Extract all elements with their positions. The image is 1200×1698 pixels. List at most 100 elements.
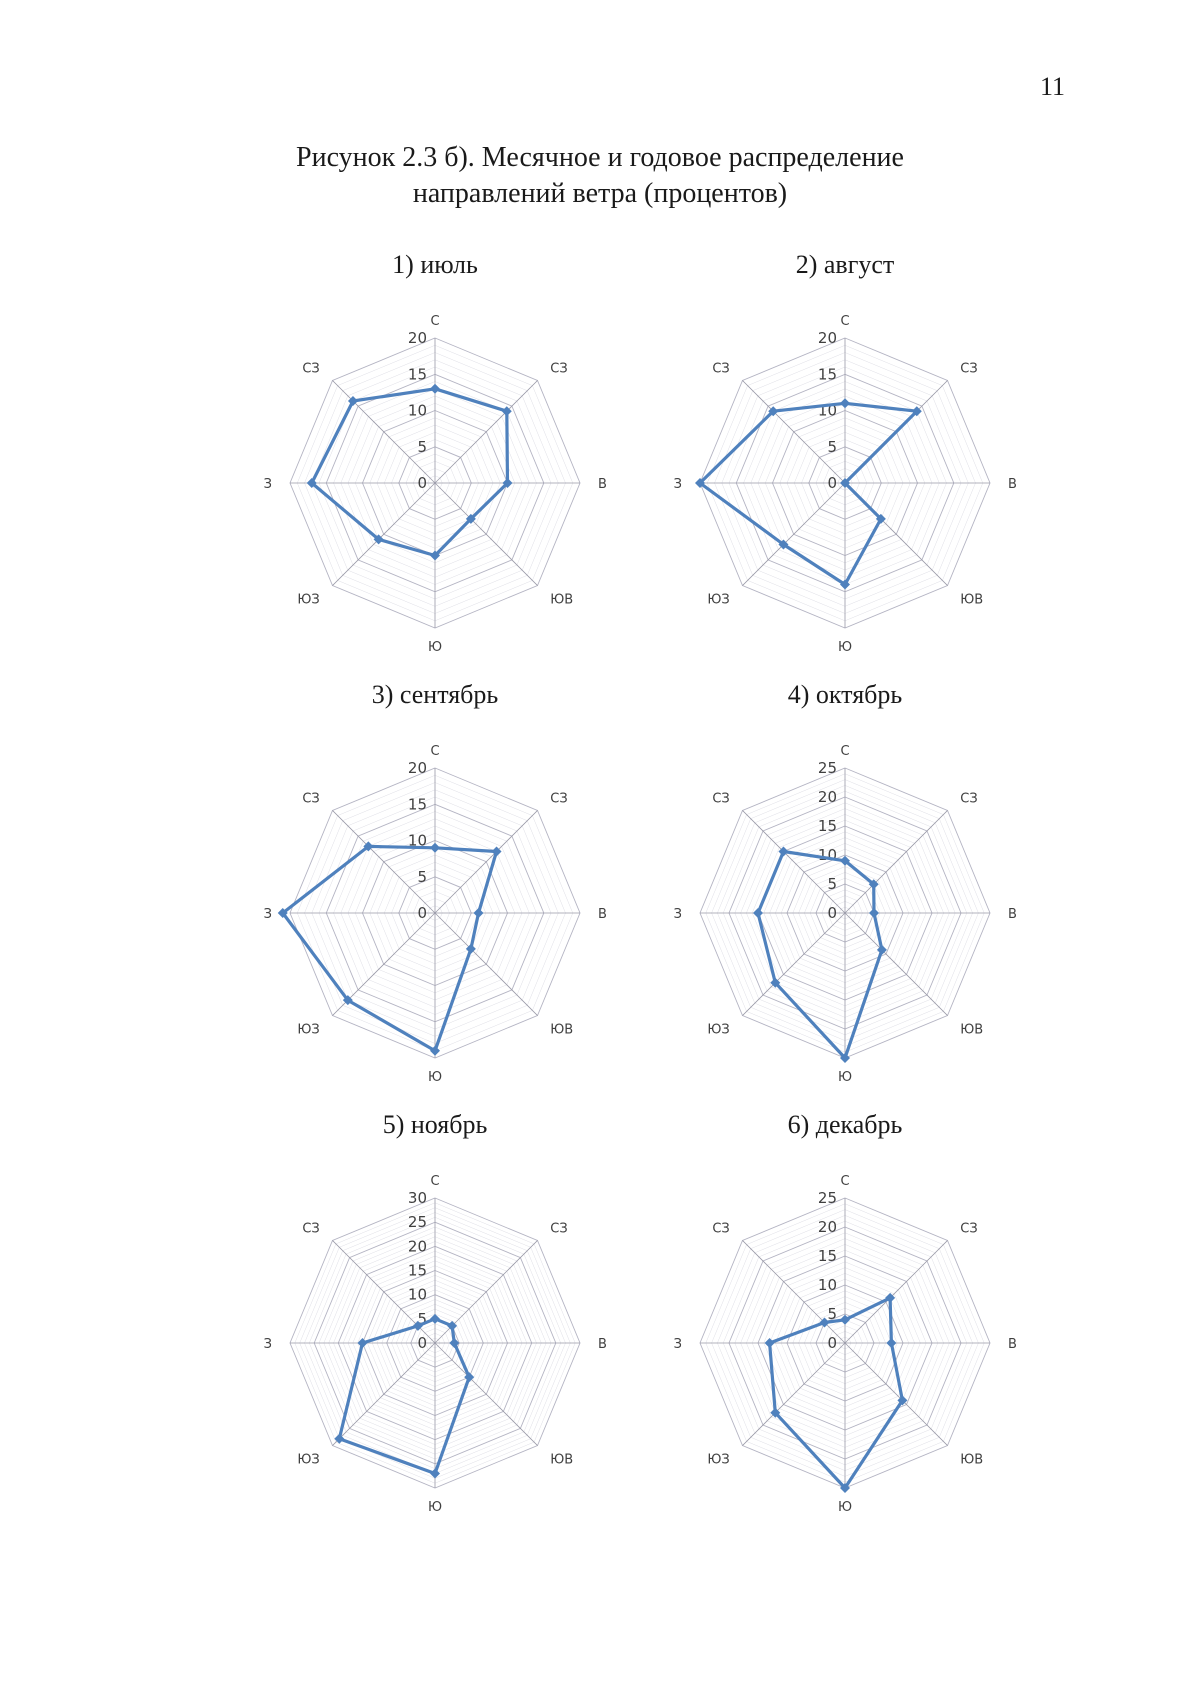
data-point <box>465 513 476 524</box>
data-point <box>886 1338 897 1348</box>
tick-label: 0 <box>827 474 837 492</box>
radar-chart-december: 6) декабрь 0 5 10 15 20 25 С СЗ В ЮВ Ю ЮЗ З СЗ <box>635 1110 1055 1530</box>
radar-spoke <box>742 810 846 914</box>
data-point <box>840 478 850 488</box>
direction-label: В <box>1008 1337 1017 1352</box>
radar-spoke <box>434 1342 538 1446</box>
series-line <box>768 1296 904 1490</box>
direction-label: СЗ <box>712 1222 729 1237</box>
tick-label: 20 <box>408 329 427 347</box>
direction-label: З <box>264 907 272 922</box>
direction-label: ЮЗ <box>297 1022 319 1037</box>
direction-label: ЮЗ <box>707 1022 729 1037</box>
chart-title: 6) декабрь <box>787 1110 903 1139</box>
direction-label: С <box>430 314 439 329</box>
series-line <box>281 844 499 1053</box>
data-point <box>501 406 512 417</box>
radar-spoke <box>844 1342 948 1446</box>
data-point <box>412 1320 423 1331</box>
tick-label: 0 <box>417 474 427 492</box>
data-point <box>306 478 317 488</box>
tick-label: 5 <box>827 438 837 456</box>
tick-label: 20 <box>408 759 427 777</box>
radar-chart-august: 2) август 0 5 10 15 20 С СЗ В ЮВ Ю ЮЗ З СЗ <box>635 250 1055 670</box>
tick-label: 10 <box>408 1286 427 1304</box>
data-point <box>430 1045 440 1056</box>
radar-chart-november: 5) ноябрь 0 5 10 15 20 25 30 С СЗ В ЮВ Ю ЮЗ З СЗ <box>225 1110 645 1530</box>
data-point <box>464 1372 475 1383</box>
data-point <box>819 1317 830 1328</box>
data-point <box>473 908 484 918</box>
radar-spoke <box>844 810 948 914</box>
direction-label: СЗ <box>302 1222 319 1237</box>
data-point <box>897 1395 908 1406</box>
caption-line-1: Рисунок 2.3 б). Месячное и годовое распр… <box>296 142 904 173</box>
direction-label: С <box>840 314 849 329</box>
direction-label: З <box>674 477 682 492</box>
data-point <box>869 908 879 918</box>
chart-title: 3) сентябрь <box>371 680 499 709</box>
direction-label: З <box>264 1337 272 1352</box>
tick-label: 5 <box>827 1305 837 1323</box>
direction-label: С <box>840 1174 849 1189</box>
data-point <box>430 1468 440 1479</box>
direction-label: ЮЗ <box>707 592 729 607</box>
direction-label: СЗ <box>960 362 977 377</box>
direction-label: ЮВ <box>550 1022 573 1037</box>
direction-label: Ю <box>838 1070 852 1085</box>
radar-spoke <box>332 482 436 586</box>
data-point <box>840 1314 850 1325</box>
caption-line-2: направлений ветра (процентов) <box>412 178 788 209</box>
tick-label: 20 <box>818 788 837 806</box>
direction-label: СЗ <box>960 792 977 807</box>
radar-spoke <box>742 1342 846 1446</box>
radar-svg: 0 5 10 15 20С СЗ В ЮВ Ю ЮЗ З СЗ <box>264 744 607 1085</box>
direction-label: СЗ <box>550 792 567 807</box>
page-number: 11 <box>1040 72 1066 101</box>
tick-label: 30 <box>408 1189 427 1207</box>
data-point <box>430 842 440 853</box>
tick-label: 5 <box>827 875 837 893</box>
direction-label: ЮВ <box>960 1022 983 1037</box>
tick-label: 20 <box>818 1218 837 1236</box>
tick-label: 25 <box>408 1213 427 1231</box>
direction-label: СЗ <box>960 1222 977 1237</box>
data-point <box>764 1338 775 1348</box>
tick-label: 15 <box>408 365 427 383</box>
data-point <box>868 879 879 890</box>
data-point <box>876 944 887 955</box>
data-point <box>430 383 440 394</box>
direction-label: С <box>430 1174 439 1189</box>
tick-label: 5 <box>417 1310 427 1328</box>
direction-label: В <box>1008 907 1017 922</box>
radar-svg: 0 5 10 15 20С СЗ В ЮВ Ю ЮЗ З СЗ <box>264 314 607 655</box>
direction-label: Ю <box>428 1500 442 1515</box>
tick-label: 5 <box>417 438 427 456</box>
tick-label: 10 <box>408 402 427 420</box>
tick-label: 0 <box>417 904 427 922</box>
data-point <box>753 908 763 918</box>
data-point <box>347 395 358 406</box>
tick-label: 10 <box>818 846 837 864</box>
radar-spoke <box>332 380 436 484</box>
radar-spoke <box>332 810 436 914</box>
data-point <box>342 995 353 1006</box>
chart-title: 5) ноябрь <box>382 1110 488 1139</box>
direction-label: С <box>430 744 439 759</box>
data-point <box>373 534 384 545</box>
figure-caption: Рисунок 2.3 б). Месячное и годовое распр… <box>230 140 970 212</box>
direction-label: З <box>674 907 682 922</box>
radar-spoke <box>434 380 538 484</box>
data-point <box>840 855 850 866</box>
tick-label: 15 <box>818 817 837 835</box>
radar-svg: 0 5 10 15 20 25 30С СЗ В ЮВ Ю ЮЗ З СЗ <box>264 1174 607 1515</box>
data-point <box>357 1338 368 1348</box>
radar-spoke <box>742 912 846 1016</box>
data-point <box>277 908 288 918</box>
radar-svg: 0 5 10 15 20 25С СЗ В ЮВ Ю ЮЗ З СЗ <box>674 744 1017 1085</box>
radar-spoke <box>434 482 538 586</box>
radar-svg: 0 5 10 15 20 25С СЗ В ЮВ Ю ЮЗ З СЗ <box>674 1174 1017 1515</box>
data-point <box>911 406 922 417</box>
direction-label: СЗ <box>302 362 319 377</box>
data-point <box>449 1338 460 1348</box>
